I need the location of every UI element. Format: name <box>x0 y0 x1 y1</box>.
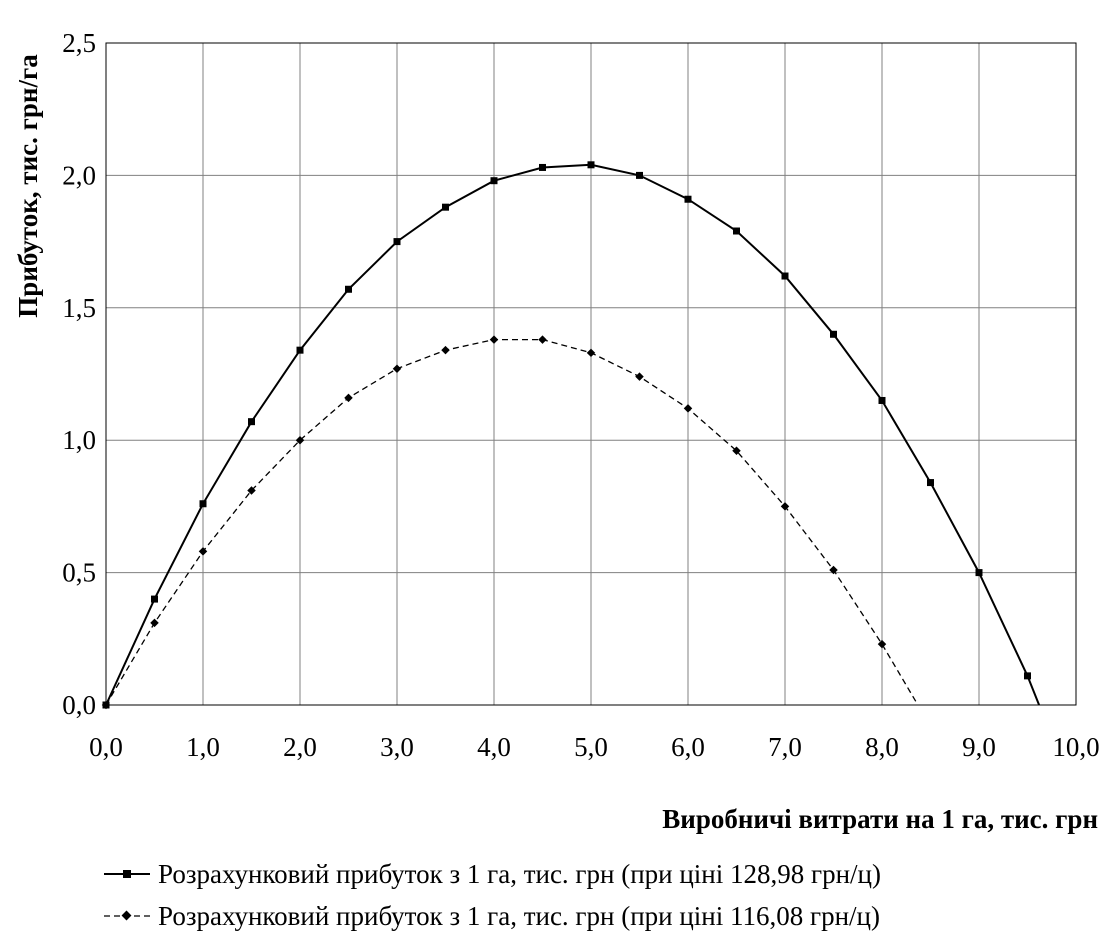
data-point-series-2 <box>732 446 741 456</box>
data-point-series-1 <box>878 396 886 404</box>
data-point-series-1 <box>684 195 692 203</box>
plot-area-border <box>105 42 1077 706</box>
data-point-series-2 <box>877 639 887 649</box>
data-point-series-2 <box>586 348 596 358</box>
x-tick-label: 5,0 <box>574 732 608 762</box>
x-tick-label: 4,0 <box>477 732 511 762</box>
data-point-series-2 <box>538 335 547 344</box>
data-point-series-1 <box>927 479 934 487</box>
data-point-series-1 <box>345 285 352 293</box>
series-markers <box>101 161 1031 710</box>
data-point-series-1 <box>490 177 498 185</box>
x-tick-label: 2,0 <box>283 732 317 762</box>
x-tick-label: 3,0 <box>380 732 414 762</box>
data-point-series-1 <box>830 330 837 338</box>
data-point-series-1 <box>296 346 304 354</box>
data-point-series-1 <box>199 500 207 508</box>
legend-marker-series-1 <box>123 870 131 878</box>
x-tick-label: 9,0 <box>962 732 996 762</box>
data-point-series-1 <box>587 161 595 169</box>
x-tick-label: 6,0 <box>671 732 705 762</box>
data-point-series-1 <box>781 272 789 280</box>
data-point-series-1 <box>1024 672 1031 680</box>
data-point-series-2 <box>344 393 353 403</box>
grid-lines <box>106 43 1076 705</box>
legend-label-series-1: Розрахунковий прибуток з 1 га, тис. грн … <box>158 859 881 889</box>
series-lines <box>105 163 1041 706</box>
x-axis-title: Виробничі витрати на 1 га, тис. грн <box>662 804 1098 834</box>
legend-item-series-2: Розрахунковий прибуток з 1 га, тис. грн … <box>104 901 880 931</box>
x-tick-label: 1,0 <box>186 732 220 762</box>
data-point-series-1 <box>442 203 449 211</box>
x-tick-label: 0,0 <box>89 732 123 762</box>
y-tick-label: 2,0 <box>62 160 96 190</box>
x-tick-labels: 0,0 1,0 2,0 3,0 4,0 5,0 6,0 7,0 8,0 9,0 10,0 <box>89 732 1100 762</box>
legend-marker-series-2 <box>121 910 132 921</box>
data-point-series-2 <box>295 435 305 445</box>
data-point-series-1 <box>539 163 546 171</box>
data-point-series-1 <box>151 595 158 603</box>
data-point-series-1 <box>393 238 401 246</box>
y-axis-title: Прибуток, тис. грн/га <box>13 54 43 318</box>
data-point-series-2 <box>683 404 693 413</box>
y-tick-label: 1,5 <box>62 293 96 323</box>
x-tick-label: 8,0 <box>865 732 899 762</box>
data-point-series-2 <box>441 345 450 355</box>
y-tick-label: 2,5 <box>62 28 96 58</box>
data-point-series-2 <box>392 364 402 373</box>
legend: Розрахунковий прибуток з 1 га, тис. грн … <box>104 859 881 931</box>
y-tick-labels: 0,0 0,5 1,0 1,5 2,0 2,5 <box>62 28 96 720</box>
data-point-series-2 <box>489 335 499 344</box>
legend-item-series-1: Розрахунковий прибуток з 1 га, тис. грн … <box>104 859 881 889</box>
data-point-series-1 <box>636 171 643 179</box>
y-tick-label: 0,5 <box>62 558 96 588</box>
data-point-series-1 <box>975 569 983 577</box>
x-tick-label: 10,0 <box>1052 732 1099 762</box>
data-point-series-1 <box>733 227 740 235</box>
data-point-series-2 <box>780 502 790 511</box>
x-tick-label: 7,0 <box>768 732 802 762</box>
data-point-series-2 <box>829 565 838 575</box>
data-point-series-1 <box>248 418 255 426</box>
y-tick-label: 1,0 <box>62 425 96 455</box>
legend-label-series-2: Розрахунковий прибуток з 1 га, тис. грн … <box>158 901 880 931</box>
data-point-series-2 <box>247 486 256 495</box>
series-line-2 <box>105 338 919 706</box>
data-point-series-2 <box>635 372 644 381</box>
series-line-1 <box>105 163 1041 706</box>
y-tick-label: 0,0 <box>62 690 96 720</box>
data-point-series-2 <box>150 618 159 628</box>
